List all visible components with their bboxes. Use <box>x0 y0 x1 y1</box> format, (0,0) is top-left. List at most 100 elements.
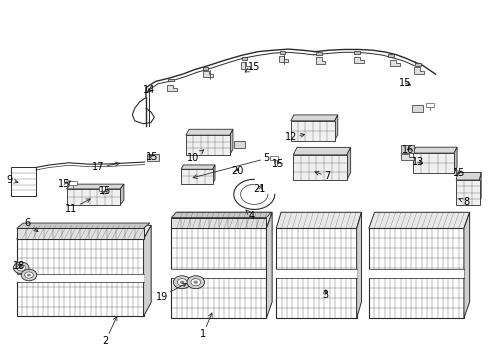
Bar <box>290 121 334 140</box>
Polygon shape <box>17 223 150 228</box>
Polygon shape <box>389 59 399 66</box>
Bar <box>368 228 463 318</box>
Polygon shape <box>315 57 325 64</box>
Polygon shape <box>181 165 215 169</box>
Polygon shape <box>212 165 215 184</box>
Polygon shape <box>66 184 123 189</box>
Polygon shape <box>290 115 337 121</box>
Bar <box>185 135 229 155</box>
Text: 7: 7 <box>314 171 330 181</box>
Polygon shape <box>120 184 123 205</box>
Bar <box>147 154 158 161</box>
Bar <box>17 274 143 282</box>
Bar <box>315 52 321 55</box>
Text: 5: 5 <box>193 153 269 179</box>
Text: 19: 19 <box>155 283 186 302</box>
Bar <box>181 169 212 184</box>
Polygon shape <box>353 57 363 63</box>
Circle shape <box>190 279 200 286</box>
Bar <box>276 269 356 278</box>
Bar <box>412 153 453 173</box>
Text: 10: 10 <box>187 150 203 163</box>
Text: 15: 15 <box>452 168 464 178</box>
Polygon shape <box>229 129 232 155</box>
Polygon shape <box>278 56 288 62</box>
Text: 15: 15 <box>272 159 284 169</box>
Circle shape <box>173 276 190 289</box>
Bar <box>17 228 143 239</box>
Text: 15: 15 <box>398 78 411 88</box>
Bar <box>99 186 107 191</box>
Bar <box>69 181 77 185</box>
Bar <box>269 156 277 160</box>
Polygon shape <box>185 129 232 135</box>
Circle shape <box>19 266 23 269</box>
Polygon shape <box>356 212 361 318</box>
Circle shape <box>17 265 25 271</box>
Circle shape <box>193 280 198 284</box>
Polygon shape <box>17 225 151 239</box>
Bar <box>17 239 143 316</box>
Text: 11: 11 <box>65 199 90 214</box>
Bar <box>202 67 208 69</box>
Polygon shape <box>171 212 272 228</box>
Bar <box>233 141 245 148</box>
Text: 13: 13 <box>410 157 423 167</box>
Text: 12: 12 <box>284 132 304 142</box>
Text: 1: 1 <box>200 313 212 339</box>
Circle shape <box>13 262 29 274</box>
Polygon shape <box>346 147 350 180</box>
Bar <box>168 78 174 81</box>
Polygon shape <box>453 147 456 173</box>
Bar <box>66 189 120 205</box>
Text: 8: 8 <box>458 197 468 207</box>
Bar <box>387 54 393 57</box>
Polygon shape <box>143 225 151 316</box>
Circle shape <box>21 269 37 281</box>
Text: 14: 14 <box>143 85 155 95</box>
Text: 21: 21 <box>252 184 265 194</box>
Text: 2: 2 <box>102 316 117 346</box>
Text: 9: 9 <box>6 175 18 185</box>
Polygon shape <box>167 85 177 91</box>
Text: 3: 3 <box>321 290 327 300</box>
Bar <box>411 105 423 112</box>
Bar <box>11 167 36 196</box>
Polygon shape <box>334 115 337 140</box>
Bar <box>368 269 463 278</box>
Polygon shape <box>368 212 468 228</box>
Polygon shape <box>293 147 350 155</box>
Text: 6: 6 <box>24 218 38 231</box>
Circle shape <box>27 274 31 276</box>
Bar <box>171 269 266 278</box>
Polygon shape <box>171 212 271 218</box>
Text: 15: 15 <box>99 186 111 197</box>
Circle shape <box>186 276 204 289</box>
Bar <box>353 51 359 54</box>
Bar <box>279 51 285 54</box>
Text: 4: 4 <box>245 210 254 221</box>
Circle shape <box>177 279 186 286</box>
Polygon shape <box>463 212 468 318</box>
Bar <box>171 218 266 228</box>
Text: 16: 16 <box>401 144 413 154</box>
Polygon shape <box>413 67 423 74</box>
Polygon shape <box>479 172 480 205</box>
Bar <box>414 63 420 66</box>
Bar <box>425 103 433 107</box>
Bar <box>171 228 266 318</box>
Polygon shape <box>240 62 250 69</box>
Circle shape <box>24 272 33 278</box>
Polygon shape <box>266 212 272 318</box>
Circle shape <box>180 280 184 284</box>
Text: 15: 15 <box>58 179 71 189</box>
Text: 18: 18 <box>13 261 25 271</box>
Polygon shape <box>276 212 361 228</box>
Text: 15: 15 <box>244 62 260 72</box>
Bar <box>293 155 346 180</box>
Polygon shape <box>400 154 413 160</box>
Text: 20: 20 <box>230 166 243 176</box>
Bar <box>400 145 413 153</box>
Bar <box>276 228 356 318</box>
Text: 15: 15 <box>145 152 158 162</box>
